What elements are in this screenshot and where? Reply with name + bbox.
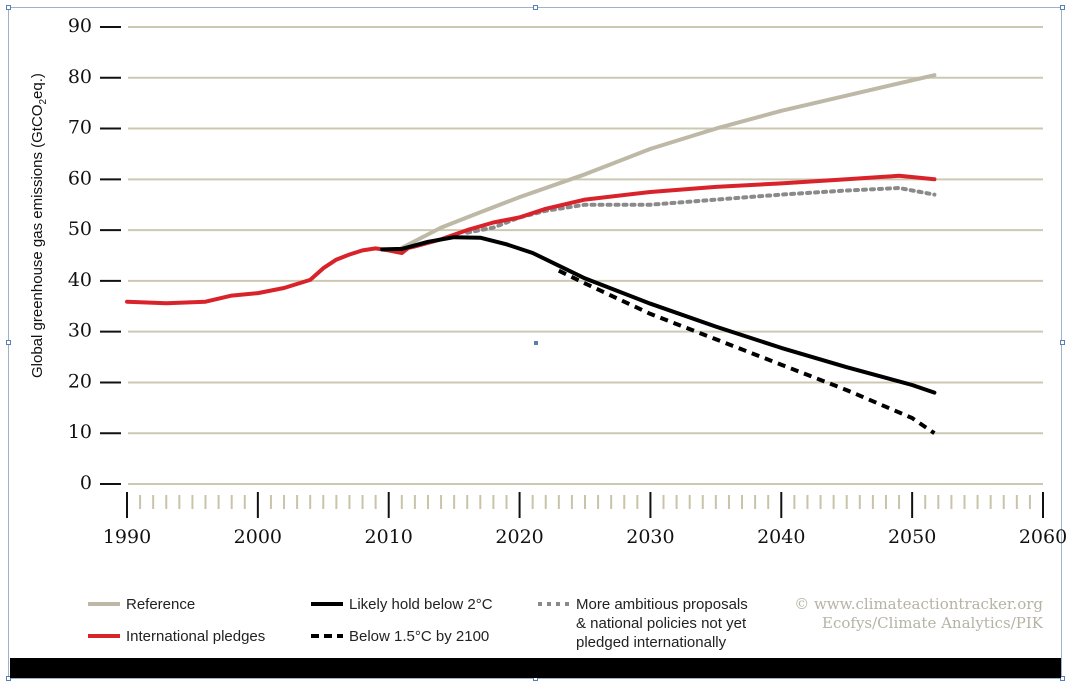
x-tick-label-2040: 2040: [757, 526, 805, 548]
rotation-handle[interactable]: [534, 341, 538, 345]
resize-handle-bottom-left[interactable]: [6, 676, 11, 681]
y-tick-label-20: 20: [68, 370, 92, 392]
y-tick-label-40: 40: [68, 269, 92, 291]
x-tick-label-2060: 2060: [1019, 526, 1067, 548]
series-lines: [125, 73, 937, 435]
series-line-international-pledges: [125, 173, 937, 306]
x-tick-label-2030: 2030: [626, 526, 674, 548]
resize-handle-middle-left[interactable]: [6, 340, 11, 345]
legend-label-below-2c: Likely hold below 2°C: [349, 596, 493, 613]
series-line-below-1-5-c-by-2100: [557, 268, 936, 435]
y-tick-label-50: 50: [68, 218, 92, 240]
x-axis: 1990 2000 2010 2020 2030 2040 2050 2060: [103, 492, 1067, 548]
x-tick-label-2000: 2000: [234, 526, 282, 548]
legend-label-more-ambitious-2: & national policies not yet: [576, 615, 747, 632]
y-axis-label: Global greenhouse gas emissions (GtCO2eq…: [29, 73, 49, 378]
legend-label-international-pledges: International pledges: [126, 628, 265, 645]
y-tick-label-30: 30: [68, 320, 92, 342]
y-tick-label-10: 10: [68, 421, 92, 443]
resize-handle-top-right[interactable]: [1060, 5, 1065, 10]
y-tick-label-90: 90: [68, 15, 92, 37]
series-line-reference: [399, 73, 937, 250]
resize-handle-middle-right[interactable]: [1060, 340, 1065, 345]
y-tick-label-80: 80: [68, 66, 92, 88]
x-tick-label-2020: 2020: [495, 526, 543, 548]
credit-organizations: Ecofys/Climate Analytics/PIK: [822, 614, 1044, 632]
bottom-black-bar: [10, 658, 1061, 678]
y-tick-label-70: 70: [68, 117, 92, 139]
series-line-likely-hold-below-2-c: [380, 235, 937, 395]
credit-website: © www.climateactiontracker.org: [794, 595, 1043, 613]
legend: Reference International pledges Likely h…: [88, 596, 748, 651]
y-tick-label-0: 0: [80, 472, 92, 494]
x-tick-label-1990: 1990: [103, 526, 151, 548]
legend-label-reference: Reference: [126, 596, 195, 613]
resize-handle-bottom-right[interactable]: [1060, 676, 1065, 681]
series-line-more-ambitious-proposals-national-policies-not-yet-pledged-internationally: [465, 186, 937, 235]
resize-handle-top-left[interactable]: [6, 5, 11, 10]
legend-label-more-ambitious-3: pledged internationally: [576, 634, 727, 651]
y-tick-label-60: 60: [68, 167, 92, 189]
gridlines: [128, 26, 1043, 485]
y-axis-ticks: 0 10 20 30 40 50 60 70 80 90: [68, 15, 121, 494]
resize-handle-top-center[interactable]: [533, 5, 538, 10]
legend-label-below-1-5c: Below 1.5°C by 2100: [349, 628, 489, 645]
legend-label-more-ambitious-1: More ambitious proposals: [576, 596, 748, 613]
x-tick-label-2050: 2050: [888, 526, 936, 548]
x-tick-label-2010: 2010: [365, 526, 413, 548]
